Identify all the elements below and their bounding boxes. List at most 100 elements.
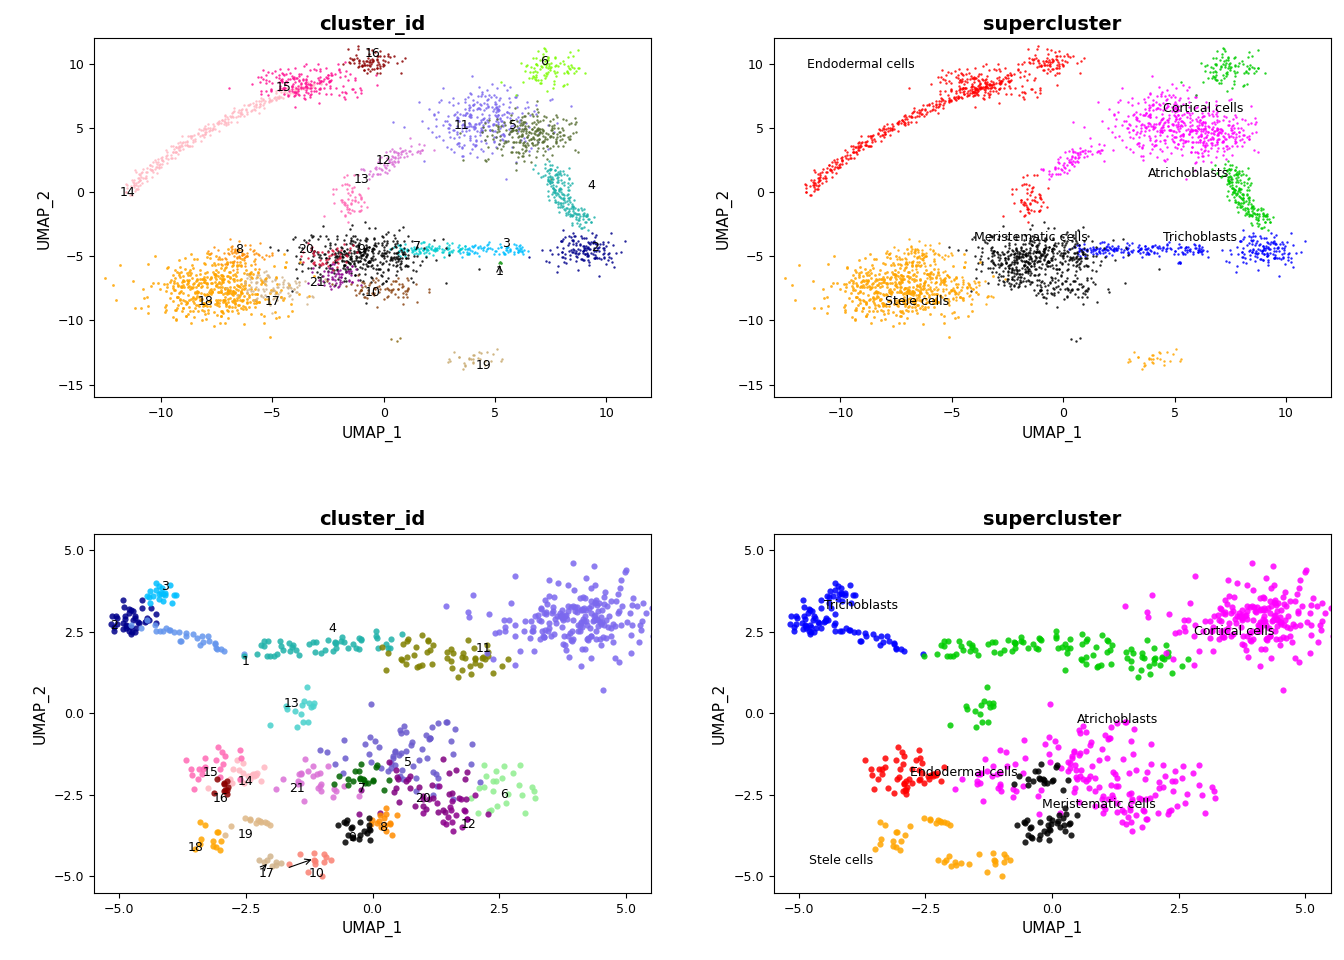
Point [1067,151,1089,166]
Point [972,59,993,74]
Point [168,285,190,300]
Point [222,258,243,274]
Point [575,208,597,224]
Point [883,281,905,297]
Point [233,316,254,331]
Point [495,241,516,256]
Point [536,131,558,146]
Point [1128,138,1149,154]
Point [943,63,965,79]
Point [798,623,820,638]
Point [172,300,194,316]
Point [364,235,386,251]
Point [982,248,1004,263]
Point [1156,236,1177,252]
Point [543,180,564,196]
Point [374,250,395,265]
Point [353,772,375,787]
Point [405,798,426,813]
Point [517,143,539,158]
Point [573,202,594,217]
Point [559,208,581,224]
Point [575,65,597,81]
Point [458,115,480,131]
Point [532,112,554,128]
Point [562,126,583,141]
Point [359,832,380,848]
Point [499,242,520,257]
Point [300,89,321,105]
Point [194,275,215,290]
Point [505,122,527,137]
Point [562,233,583,249]
Point [1195,139,1216,155]
Point [996,271,1017,286]
Point [1214,160,1235,176]
Point [218,294,239,309]
Point [362,242,383,257]
Point [1025,89,1047,105]
Point [453,128,474,143]
Point [538,154,559,169]
Point [405,276,426,292]
Point [1016,185,1038,201]
Point [985,83,1007,98]
Point [1239,206,1261,222]
Point [1047,739,1068,755]
Point [1184,241,1206,256]
Point [358,60,379,76]
Point [125,611,146,626]
Point [339,261,360,276]
Point [831,152,852,167]
Point [316,251,337,266]
Point [375,662,396,678]
Point [347,60,368,75]
Point [348,763,370,779]
Point [535,167,556,182]
Point [1204,69,1226,84]
Point [867,276,888,292]
Point [1185,134,1207,150]
Point [130,601,152,616]
Point [222,776,243,791]
Point [1243,604,1265,619]
Point [562,204,583,219]
Point [218,285,239,300]
Point [246,274,267,289]
Point [906,250,927,265]
Point [474,768,496,783]
Point [1200,132,1222,147]
Point [532,124,554,139]
Point [1169,110,1191,126]
Point [1122,823,1144,838]
Point [1228,125,1250,140]
Point [894,748,915,763]
Point [579,628,601,643]
Point [1246,216,1267,231]
Point [1136,245,1157,260]
Point [278,288,300,303]
Point [188,121,210,136]
Point [1039,254,1060,270]
Point [980,242,1001,257]
Point [939,817,961,832]
Point [1215,131,1236,146]
Point [169,279,191,295]
Point [469,80,491,95]
Point [874,751,895,766]
Point [961,639,982,655]
Point [441,244,462,259]
Point [961,78,982,93]
Point [896,246,918,261]
Point [888,295,910,310]
Point [180,761,202,777]
Point [992,256,1013,272]
Point [519,119,540,134]
Point [1054,49,1075,64]
Point [948,83,969,98]
Point [617,613,638,629]
Point [1232,178,1254,193]
Point [519,631,540,646]
Point [937,649,958,664]
Point [185,283,207,299]
